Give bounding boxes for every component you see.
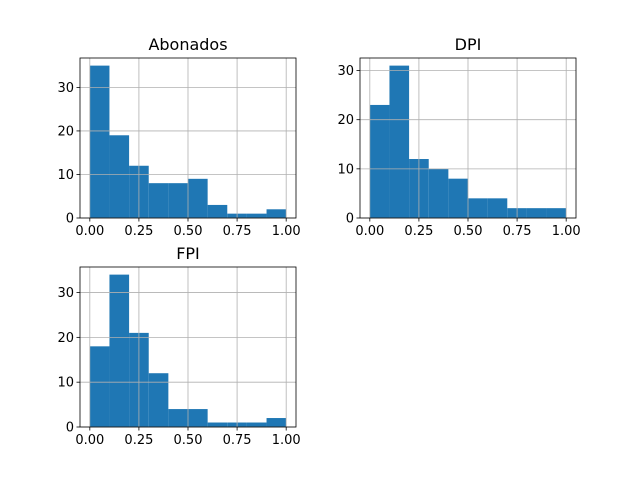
x-tick-label: 1.00 (272, 433, 301, 448)
histogram-bar (168, 409, 188, 427)
x-tick-label: 0.25 (404, 224, 433, 239)
histogram-bar (207, 422, 228, 427)
histogram-bar (487, 198, 508, 218)
y-tick-label: 0 (66, 212, 74, 227)
axes-frame (79, 266, 297, 428)
y-tick-label: 20 (57, 124, 74, 139)
histogram-bar (168, 183, 188, 218)
x-tick-label: 0.50 (454, 224, 483, 239)
histogram-bar (207, 204, 228, 218)
histogram-bar (369, 104, 390, 218)
x-tick-label: 0.75 (223, 224, 252, 239)
histogram-bar (266, 209, 287, 218)
histogram-bar (109, 274, 130, 427)
axes-frame (359, 57, 577, 219)
histogram-bar (428, 168, 449, 218)
histogram-bar (148, 373, 169, 427)
histogram-bar (148, 183, 169, 218)
histogram-bar (188, 178, 208, 218)
y-tick-label: 0 (346, 212, 354, 227)
histogram-bar (89, 346, 110, 427)
x-tick-label: 0.25 (124, 433, 153, 448)
x-tick-label: 0.50 (174, 224, 203, 239)
chart-title: FPI (176, 244, 200, 263)
histogram-bar (468, 198, 488, 218)
y-tick-label: 30 (57, 81, 74, 96)
histogram-bar (546, 208, 567, 218)
x-tick-label: 1.00 (272, 224, 301, 239)
x-tick-label: 0.50 (174, 433, 203, 448)
histogram-bar (89, 65, 110, 218)
y-tick-label: 30 (337, 64, 354, 79)
histogram-bar (246, 422, 267, 427)
x-tick-label: 1.00 (552, 224, 581, 239)
y-tick-label: 10 (337, 162, 354, 177)
chart-title: DPI (455, 35, 482, 54)
histogram-bar (448, 178, 468, 218)
x-tick-label: 0.00 (355, 224, 384, 239)
histogram-bar (246, 213, 267, 218)
y-tick-label: 20 (337, 113, 354, 128)
x-tick-label: 0.75 (503, 224, 532, 239)
x-tick-label: 0.00 (75, 433, 104, 448)
x-tick-label: 0.00 (75, 224, 104, 239)
histogram-bar (266, 418, 287, 427)
histogram-bar (526, 208, 547, 218)
axes-frame (79, 57, 297, 219)
y-tick-label: 30 (57, 286, 74, 301)
y-tick-label: 10 (57, 376, 74, 391)
histogram-bar (109, 135, 130, 218)
x-tick-label: 0.25 (124, 224, 153, 239)
y-tick-label: 0 (66, 421, 74, 436)
histogram-bar (389, 65, 410, 218)
chart-title: Abonados (148, 35, 227, 54)
histogram-bar (188, 409, 208, 427)
x-tick-label: 0.75 (223, 433, 252, 448)
y-tick-label: 10 (57, 168, 74, 183)
y-tick-label: 20 (57, 331, 74, 346)
